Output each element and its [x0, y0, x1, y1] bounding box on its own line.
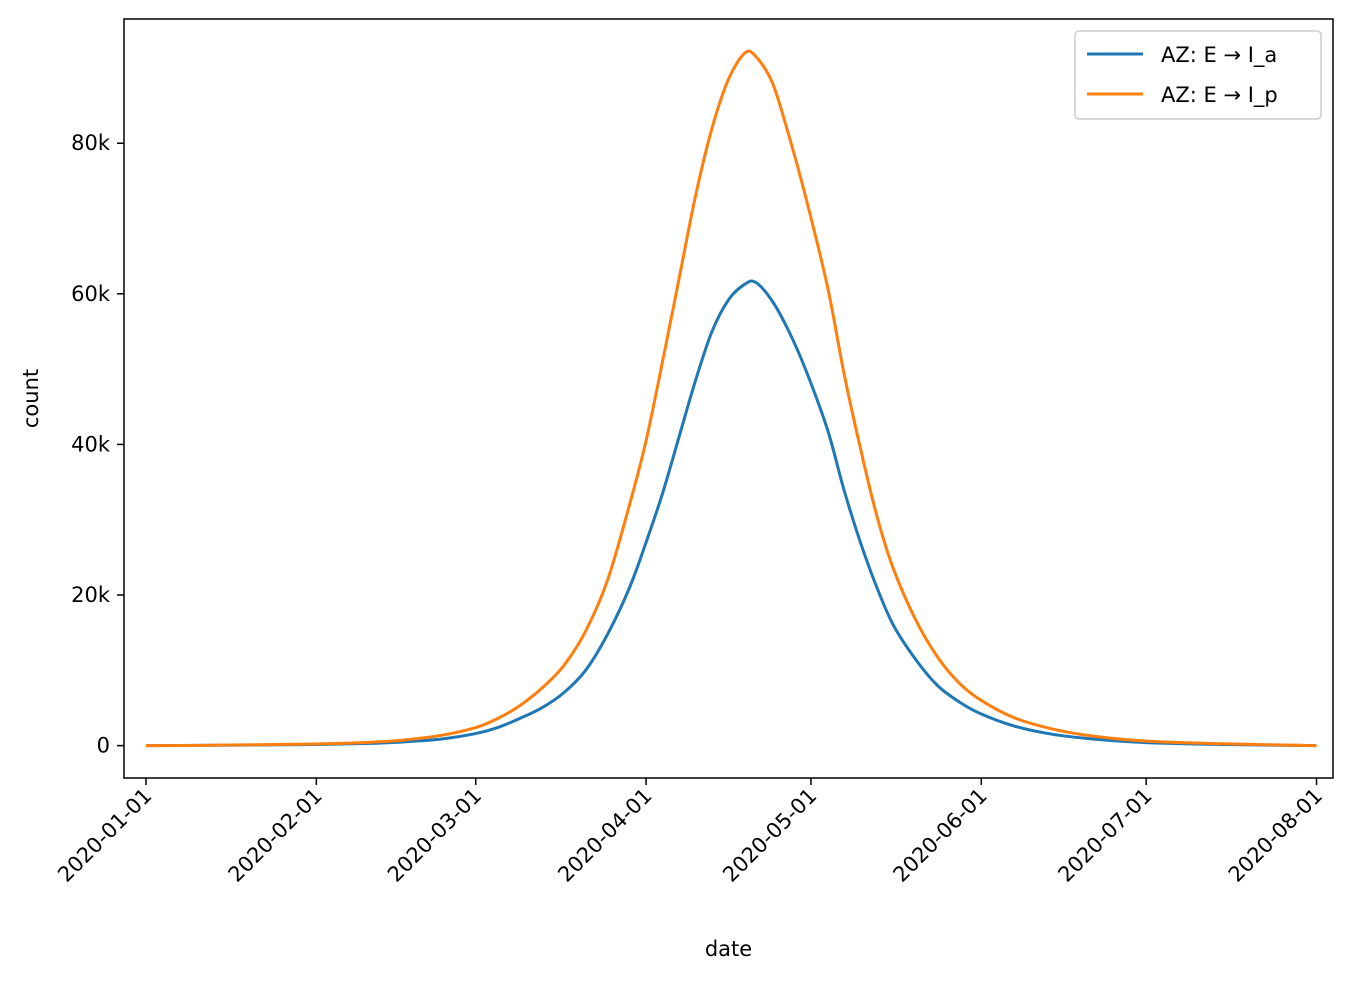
plot-frame	[123, 18, 1334, 779]
y-tick-label: 40k	[71, 432, 111, 456]
legend-label: AZ: E → I_p	[1161, 83, 1278, 108]
y-tick-label: 0	[97, 734, 110, 758]
legend: AZ: E → I_a AZ: E → I_p	[1074, 30, 1322, 120]
y-axis-label: count	[19, 369, 43, 428]
y-tick-label: 20k	[71, 583, 111, 607]
x-axis-label: date	[705, 937, 752, 961]
y-axis: 0 20k 40k 60k 80k	[71, 131, 124, 758]
y-tick-label: 80k	[71, 131, 111, 155]
y-tick-label: 60k	[71, 282, 111, 306]
plot-area	[145, 49, 1317, 748]
legend-label: AZ: E → I_a	[1161, 43, 1277, 68]
series-line-i-a	[145, 279, 1317, 748]
series-line-i-p	[145, 49, 1317, 748]
